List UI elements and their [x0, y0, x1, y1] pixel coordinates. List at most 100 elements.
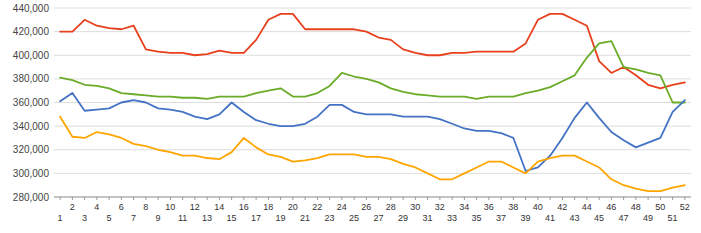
x-tick-label: 47: [619, 213, 629, 223]
x-tick: [354, 197, 355, 200]
x-tick: [599, 197, 600, 200]
x-tick-label: 37: [496, 213, 506, 223]
y-tick-label: 280,000: [13, 192, 50, 203]
x-tick-label: 51: [668, 213, 678, 223]
x-tick: [488, 197, 489, 200]
grid-line: [54, 102, 691, 103]
x-tick-label: 43: [570, 213, 580, 223]
x-tick-label: 1: [58, 213, 63, 223]
x-tick-label: 3: [82, 213, 87, 223]
x-tick-label: 49: [643, 213, 653, 223]
x-tick-label: 35: [472, 213, 482, 223]
x-tick: [280, 197, 281, 200]
x-tick-label: 50: [655, 202, 665, 212]
x-tick: [415, 197, 416, 200]
x-tick-label: 8: [143, 202, 148, 212]
y-tick-labels: 280,000300,000320,000340,000360,000380,0…: [13, 3, 50, 203]
x-tick: [109, 197, 110, 200]
y-tick-label: 300,000: [13, 168, 50, 179]
x-tick-label: 11: [178, 213, 187, 223]
x-tick: [243, 197, 244, 200]
x-tick: [586, 197, 587, 200]
x-tick-label: 12: [190, 202, 200, 212]
x-tick: [550, 197, 551, 200]
grid-line: [54, 8, 691, 9]
x-tick-label: 2: [70, 202, 75, 212]
x-tick: [219, 197, 220, 200]
x-tick-label: 52: [680, 202, 690, 212]
grid-line: [54, 126, 691, 127]
grid-line: [54, 149, 691, 150]
x-tick: [452, 197, 453, 200]
x-tick: [513, 197, 514, 200]
x-tick: [84, 197, 85, 200]
x-tick: [403, 197, 404, 200]
x-tick: [390, 197, 391, 200]
x-tick-label: 19: [276, 213, 286, 223]
x-tick: [378, 197, 379, 200]
x-tick-label: 48: [631, 202, 641, 212]
x-tick-label: 15: [227, 213, 237, 223]
x-tick: [562, 197, 563, 200]
x-tick-label: 6: [119, 202, 124, 212]
x-tick-label: 40: [533, 202, 543, 212]
series-line: [60, 14, 685, 88]
x-tick: [231, 197, 232, 200]
x-tick-label: 22: [312, 202, 322, 212]
y-tick-label: 400,000: [13, 50, 50, 61]
x-tick: [182, 197, 183, 200]
series-line: [60, 93, 685, 171]
x-axis-line: [54, 197, 691, 198]
y-tick-label: 440,000: [13, 3, 50, 14]
grid-line: [54, 197, 691, 198]
x-tick-label: 41: [545, 213, 555, 223]
series-line: [60, 41, 685, 102]
x-tick-label: 5: [107, 213, 112, 223]
x-tick-label: 38: [508, 202, 518, 212]
x-tick-label: 46: [606, 202, 616, 212]
grid: [54, 8, 691, 197]
x-tick: [121, 197, 122, 200]
lines: [60, 14, 685, 191]
x-tick: [660, 197, 661, 200]
x-tick: [574, 197, 575, 200]
x-tick-label: 45: [594, 213, 604, 223]
x-tick-label: 17: [251, 213, 261, 223]
x-tick: [476, 197, 477, 200]
y-tick-label: 380,000: [13, 73, 50, 84]
x-tick: [427, 197, 428, 200]
x-tick: [366, 197, 367, 200]
x-tick-label: 9: [156, 213, 161, 223]
x-tick: [611, 197, 612, 200]
x-tick: [635, 197, 636, 200]
x-tick: [207, 197, 208, 200]
x-tick: [648, 197, 649, 200]
x-tick: [525, 197, 526, 200]
x-tick-label: 21: [300, 213, 310, 223]
x-tick-label: 42: [557, 202, 567, 212]
x-tick: [145, 197, 146, 200]
x-tick-label: 10: [165, 202, 175, 212]
x-tick: [672, 197, 673, 200]
x-tick: [256, 197, 257, 200]
series-line: [60, 117, 685, 191]
x-tick-label: 23: [325, 213, 335, 223]
x-tick: [329, 197, 330, 200]
x-tick: [72, 197, 73, 200]
x-tick-label: 25: [349, 213, 359, 223]
x-tick: [305, 197, 306, 200]
x-tick: [268, 197, 269, 200]
x-tick-label: 13: [202, 213, 212, 223]
x-ticks: 1234567891011121314151617181920212223242…: [58, 197, 690, 223]
y-tick-label: 340,000: [13, 121, 50, 132]
x-tick: [194, 197, 195, 200]
x-tick-label: 39: [521, 213, 531, 223]
x-tick-label: 20: [288, 202, 298, 212]
x-tick-label: 28: [386, 202, 396, 212]
x-tick: [439, 197, 440, 200]
x-tick: [133, 197, 134, 200]
x-tick-label: 34: [459, 202, 469, 212]
x-tick: [684, 197, 685, 200]
x-tick-label: 16: [239, 202, 249, 212]
x-tick: [537, 197, 538, 200]
